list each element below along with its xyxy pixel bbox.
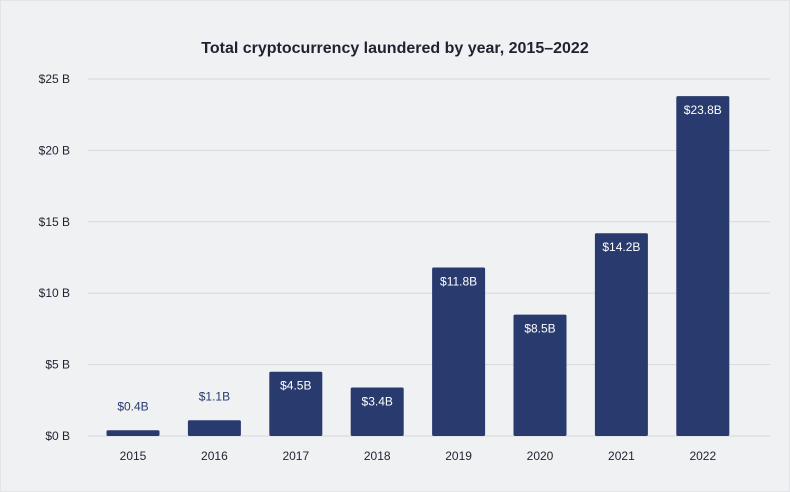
y-tick-label: $10 B <box>39 286 70 300</box>
gridlines <box>88 78 770 437</box>
x-axis-ticks: 2015 2016 2017 2018 2019 2020 2021 2022 <box>120 449 717 463</box>
data-label-2016: $1.1B <box>199 389 230 403</box>
y-tick-label: $20 B <box>39 143 70 157</box>
x-tick-label: 2016 <box>201 449 228 463</box>
bars <box>106 96 730 437</box>
data-label-2015: $0.4B <box>117 399 148 413</box>
data-label-2019: $11.8B <box>440 274 477 288</box>
data-labels: $0.4B $1.1B $4.5B $3.4B $11.8B $8.5B $14.2B $23… <box>117 103 722 413</box>
x-tick-label: 2019 <box>445 449 472 463</box>
x-tick-label: 2018 <box>364 449 391 463</box>
data-label-2020: $8.5B <box>524 322 555 336</box>
y-tick-label: $5 B <box>45 358 70 372</box>
y-tick-label: $25 B <box>39 72 70 86</box>
data-label-2021: $14.2B <box>602 240 640 254</box>
x-tick-label: 2020 <box>527 449 554 463</box>
x-tick-label: 2017 <box>282 449 309 463</box>
data-label-2022: $23.8B <box>684 103 722 117</box>
data-label-2017: $4.5B <box>280 379 311 393</box>
bar-2022 <box>676 96 730 437</box>
x-tick-label: 2015 <box>120 449 147 463</box>
bar-2020 <box>513 314 567 436</box>
bar-2021 <box>594 233 648 436</box>
x-tick-label: 2021 <box>608 449 635 463</box>
data-label-2018: $3.4B <box>362 394 393 408</box>
bar-2017 <box>269 371 323 436</box>
y-tick-label: $15 B <box>39 215 70 229</box>
chart-title: Total cryptocurrency laundered by year, … <box>201 40 589 57</box>
y-tick-label: $0 B <box>45 429 70 443</box>
bar-2016 <box>187 420 241 436</box>
x-tick-label: 2022 <box>689 449 716 463</box>
bar-2018 <box>350 387 404 436</box>
bar-2019 <box>432 267 486 436</box>
bar-2015 <box>106 430 160 436</box>
y-axis-ticks: $0 B $5 B $10 B $15 B $20 B $25 B <box>39 72 70 443</box>
